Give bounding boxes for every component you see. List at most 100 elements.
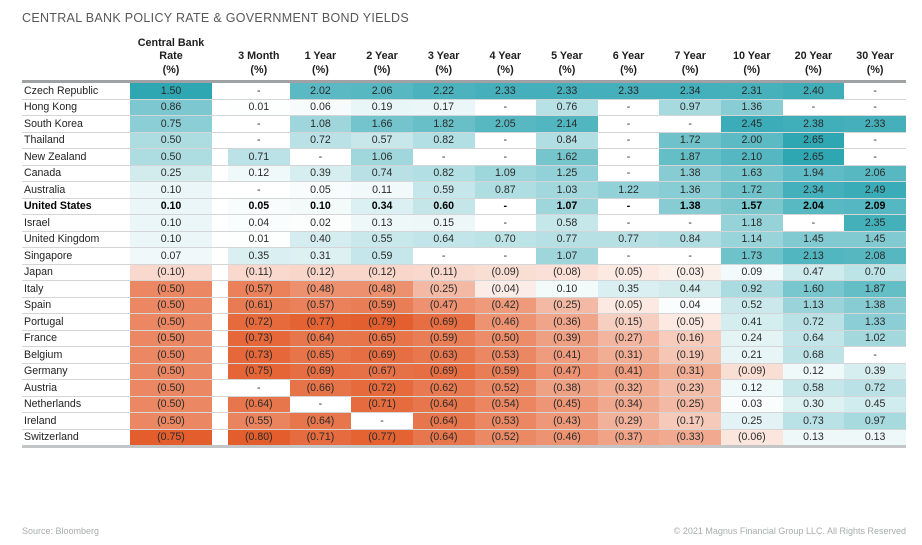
value-cell: 0.60: [412, 198, 475, 215]
value-cell: -: [597, 99, 660, 116]
country-label: Singapore: [22, 247, 130, 265]
value-cell: 0.68: [782, 346, 845, 364]
value-cell: (0.53): [474, 346, 537, 364]
value-cell: (0.64): [289, 330, 352, 347]
value-cell: -: [351, 412, 413, 430]
table-row: Czech Republic 1.50-2.02 2.06 2.22 2.33 2.33 2…: [22, 81, 906, 100]
value-cell: 0.77: [597, 231, 660, 248]
value-cell: (0.52): [474, 429, 537, 448]
value-cell: (0.32): [597, 379, 660, 397]
value-cell: 1.36: [721, 99, 783, 116]
value-cell: 1.57: [721, 198, 783, 215]
value-cell: (0.55): [228, 412, 290, 430]
value-cell: (0.64): [228, 396, 290, 413]
value-cell: 0.50: [130, 148, 212, 166]
value-cell: 0.57: [351, 132, 413, 149]
value-cell: (0.15): [597, 313, 660, 331]
value-cell: 0.11: [351, 181, 413, 199]
country-label: Portugal: [22, 313, 130, 331]
country-label: Germany: [22, 363, 130, 380]
value-cell: 0.12: [782, 363, 845, 380]
value-cell: 1.62: [536, 148, 598, 166]
value-cell: (0.37): [597, 429, 660, 448]
table-row: France (0.50) (0.73) (0.64) (0.65) (0.59) (0.5…: [22, 330, 906, 347]
country-label: United Kingdom: [22, 231, 130, 248]
value-cell: (0.39): [536, 330, 598, 347]
country-label: Switzerland: [22, 429, 130, 448]
value-cell: (0.59): [412, 330, 475, 347]
value-cell: 2.33: [597, 81, 660, 100]
value-cell: (0.75): [228, 363, 290, 380]
gap-cell: [212, 346, 228, 364]
value-cell: 0.15: [412, 214, 475, 232]
value-cell: (0.50): [130, 379, 212, 397]
value-cell: -: [412, 148, 475, 166]
gap-cell: [212, 264, 228, 281]
value-cell: (0.05): [597, 264, 660, 281]
value-cell: (0.65): [289, 346, 352, 364]
value-cell: -: [659, 115, 721, 133]
column-header: 3 Month (%): [228, 31, 290, 83]
value-cell: 0.13: [844, 429, 906, 448]
value-cell: -: [844, 81, 906, 100]
value-cell: (0.63): [412, 346, 475, 364]
value-cell: 0.13: [782, 429, 845, 448]
value-cell: 0.10: [130, 214, 212, 232]
country-label: Australia: [22, 181, 130, 199]
column-header: 2 Year (%): [351, 31, 413, 83]
value-cell: 0.12: [721, 379, 783, 397]
value-cell: (0.03): [659, 264, 721, 281]
value-cell: 0.84: [659, 231, 721, 248]
gap-cell: [212, 231, 228, 248]
value-cell: 1.22: [597, 181, 660, 199]
value-cell: 1.36: [659, 181, 721, 199]
value-cell: 1.87: [844, 280, 906, 298]
value-cell: (0.41): [536, 346, 598, 364]
value-cell: (0.29): [597, 412, 660, 430]
value-cell: 0.09: [721, 264, 783, 281]
value-cell: (0.72): [228, 313, 290, 331]
value-cell: (0.64): [289, 412, 352, 430]
value-cell: (0.54): [474, 396, 537, 413]
table-header: Central Bank Rate (%) 3 Month (%) 1 Year (%) 2 …: [22, 31, 906, 83]
country-label: Thailand: [22, 132, 130, 149]
value-cell: 0.06: [289, 99, 352, 116]
country-label: Hong Kong: [22, 99, 130, 116]
value-cell: 2.06: [844, 165, 906, 182]
value-cell: 1.45: [844, 231, 906, 248]
value-cell: 0.74: [351, 165, 413, 182]
table-row: Israel 0.10 0.04 0.02 0.13 0.15-0.58- -1.18-2.…: [22, 214, 906, 232]
country-label: Netherlands: [22, 396, 130, 413]
column-header: 3 Year (%): [412, 31, 475, 83]
gap-cell: [212, 363, 228, 380]
value-cell: 0.34: [351, 198, 413, 215]
gap-cell: [212, 81, 228, 100]
country-label: Belgium: [22, 346, 130, 364]
value-cell: -: [782, 214, 845, 232]
value-cell: (0.38): [536, 379, 598, 397]
value-cell: (0.79): [351, 313, 413, 331]
value-cell: 2.33: [844, 115, 906, 133]
value-cell: (0.43): [536, 412, 598, 430]
value-cell: -: [659, 247, 721, 265]
value-cell: (0.50): [130, 280, 212, 298]
gap-cell: [212, 214, 228, 232]
value-cell: -: [597, 247, 660, 265]
value-cell: 2.34: [659, 81, 721, 100]
table-row: Australia 0.10-0.05 0.11 0.59 0.87 1.03 1.22 1.…: [22, 181, 906, 199]
value-cell: 0.25: [721, 412, 783, 430]
value-cell: -: [844, 99, 906, 116]
value-cell: 0.19: [351, 99, 413, 116]
value-cell: 2.00: [721, 132, 783, 149]
value-cell: 1.72: [659, 132, 721, 149]
value-cell: (0.53): [474, 412, 537, 430]
table-row: Netherlands (0.50) (0.64) - (0.71) (0.64) (0.5…: [22, 396, 906, 413]
value-cell: 1.07: [536, 198, 598, 215]
value-cell: 0.30: [782, 396, 845, 413]
table-row: Portugal (0.50) (0.72) (0.77) (0.79) (0.69) (0…: [22, 313, 906, 331]
value-cell: 0.10: [130, 231, 212, 248]
value-cell: (0.36): [536, 313, 598, 331]
column-header: 30 Year (%): [844, 31, 906, 83]
value-cell: 0.97: [659, 99, 721, 116]
value-cell: 0.58: [782, 379, 845, 397]
